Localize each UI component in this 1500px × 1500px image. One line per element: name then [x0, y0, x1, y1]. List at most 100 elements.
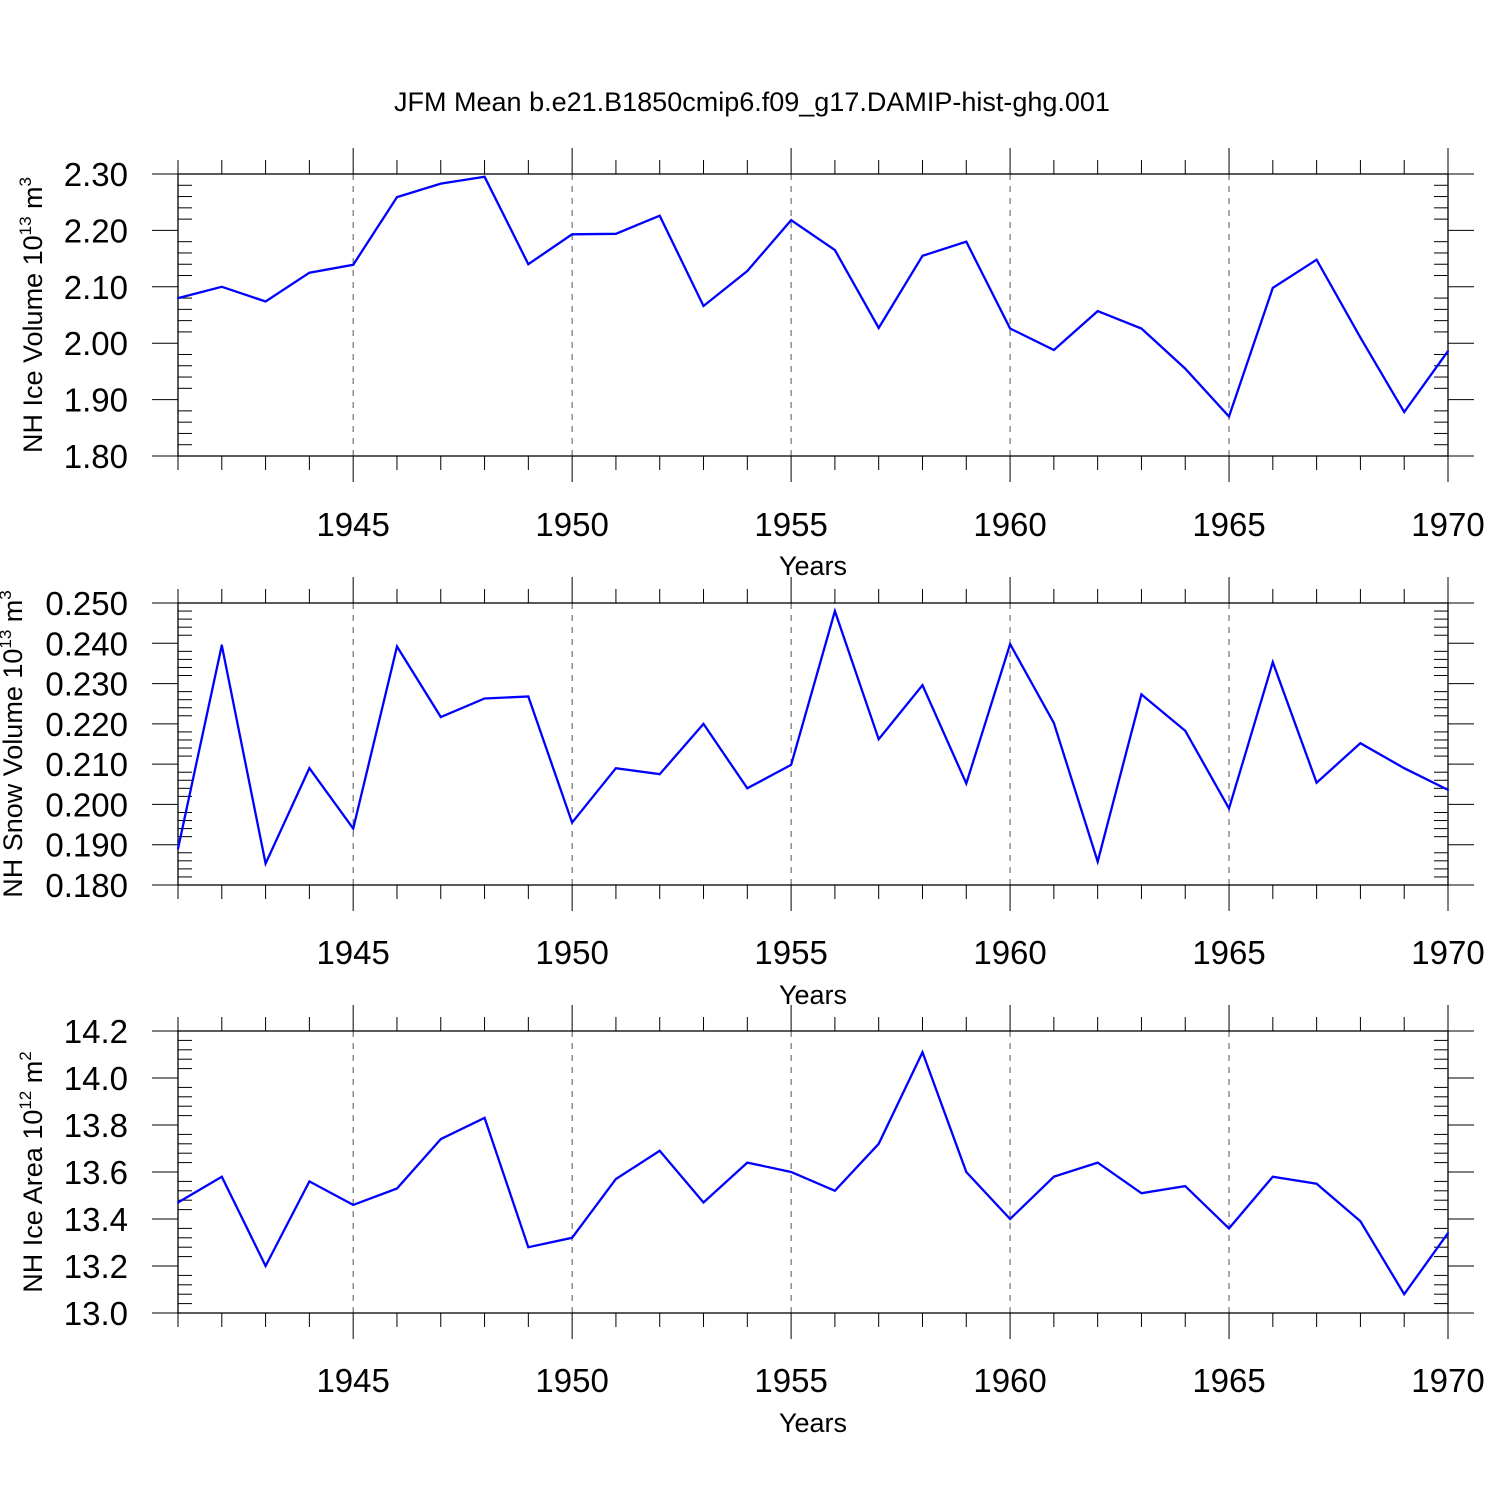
x-tick-label: 1955 [754, 506, 827, 543]
data-point [483, 697, 486, 700]
panel-ice-volume: 1945 1950 1955 1960 1965 1970 Years 1.80 1.90 2.0… [16, 148, 1485, 581]
y-tick-label: 0.220 [45, 706, 128, 743]
data-point [1359, 1220, 1362, 1223]
y-tick-label: 13.8 [64, 1107, 128, 1144]
x-tick-label: 1960 [973, 506, 1046, 543]
data-point [571, 233, 574, 236]
y-tick-label: 0.230 [45, 666, 128, 703]
y-tick-label: 2.00 [64, 325, 128, 362]
data-point [746, 1161, 749, 1164]
data-point [1184, 729, 1187, 732]
data-point [658, 773, 661, 776]
data-point [1359, 336, 1362, 339]
y-axis-label-unit-exponent: 3 [16, 177, 35, 186]
y-tick-label: 1.80 [64, 438, 128, 475]
data-point [527, 1246, 530, 1249]
plot-frame [177, 1030, 1449, 1314]
x-axis-label: Years [779, 1408, 847, 1438]
data-point [1315, 781, 1318, 784]
data-point [352, 1203, 355, 1206]
y-axis-label-unit: m [18, 186, 48, 216]
data-point [965, 240, 968, 243]
data-point [1271, 661, 1274, 664]
x-tick-label: 1965 [1192, 1362, 1265, 1399]
panel-ice-area: 1945 1950 1955 1960 1965 1970 Years 13.0 13.2 13.… [16, 1005, 1485, 1438]
data-point [395, 645, 398, 648]
series-line [176, 607, 1449, 868]
x-tick-label: 1950 [535, 934, 608, 971]
data-point [702, 1201, 705, 1204]
data-point [658, 1149, 661, 1152]
data-point [833, 610, 836, 613]
y-tick-label: 0.240 [45, 625, 128, 662]
y-axis-label-unit-exponent: 2 [16, 1051, 35, 1060]
y-axis-label-unit: m [18, 1061, 48, 1091]
data-point [1228, 415, 1231, 418]
data-point [1315, 258, 1318, 261]
data-point [1228, 1227, 1231, 1230]
data-point [1315, 1182, 1318, 1185]
data-point [352, 263, 355, 266]
y-tick-label: 1.90 [64, 382, 128, 419]
data-point [1447, 1232, 1449, 1235]
data-point [1009, 327, 1012, 330]
data-point [1009, 643, 1012, 646]
data-point [527, 695, 530, 698]
data-point [790, 219, 793, 222]
data-point [1403, 1293, 1406, 1296]
data-point [439, 716, 442, 719]
data-point [965, 1171, 968, 1173]
x-tick-label: 1965 [1192, 934, 1265, 971]
y-tick-label: 2.20 [64, 212, 128, 249]
data-point [790, 763, 793, 766]
y-axis-label: NH Ice Area 1012 m2 [16, 1051, 48, 1292]
y-axis-label-exponent: 13 [0, 630, 15, 649]
y-tick-label: 0.250 [45, 585, 128, 622]
y-axis-label-text: NH Ice Area 10 [18, 1110, 48, 1293]
x-tick-label: 1955 [754, 934, 827, 971]
data-point [177, 847, 179, 850]
data-point [220, 1175, 223, 1178]
data-point [308, 1180, 311, 1183]
data-point [177, 297, 179, 300]
data-point [1271, 286, 1274, 289]
data-point [1096, 1161, 1099, 1164]
data-point [1184, 367, 1187, 370]
data-point [220, 644, 223, 647]
data-point [439, 1138, 442, 1141]
data-point [614, 232, 617, 235]
data-point [1403, 411, 1406, 414]
y-tick-label: 0.180 [45, 867, 128, 904]
series-line [177, 1049, 1449, 1297]
data-point [1052, 1175, 1055, 1178]
data-point [1403, 767, 1406, 770]
data-point [1359, 742, 1362, 745]
data-point [1184, 1185, 1187, 1188]
data-point [1140, 1192, 1143, 1195]
data-point [527, 263, 530, 266]
data-point [308, 767, 311, 770]
data-point [1140, 693, 1143, 696]
y-axis-label-exponent: 12 [16, 1091, 35, 1110]
data-point [1096, 860, 1099, 863]
x-tick-label: 1960 [973, 1362, 1046, 1399]
data-point [877, 1142, 880, 1145]
data-point [1447, 788, 1449, 791]
data-point [790, 1171, 793, 1173]
y-axis-label-exponent: 13 [16, 216, 35, 235]
y-tick-label: 14.0 [64, 1060, 128, 1097]
y-tick-label: 13.0 [64, 1295, 128, 1332]
y-tick-label: 13.4 [64, 1201, 128, 1238]
y-tick-label: 2.30 [64, 156, 128, 193]
data-point [308, 271, 311, 274]
data-point [483, 175, 486, 178]
data-point [177, 1201, 179, 1204]
x-tick-label: 1945 [316, 506, 389, 543]
x-tick-label: 1970 [1411, 934, 1484, 971]
data-point [1052, 348, 1055, 351]
x-tick-label: 1965 [1192, 506, 1265, 543]
y-tick-label: 0.210 [45, 746, 128, 783]
data-point [1447, 350, 1449, 353]
data-point [571, 1236, 574, 1239]
